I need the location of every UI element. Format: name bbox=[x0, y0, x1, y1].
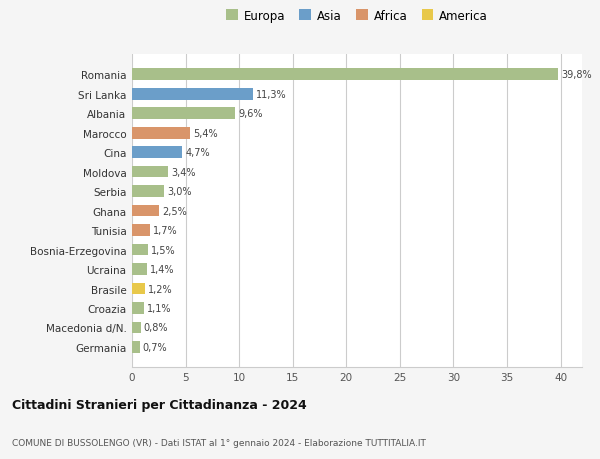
Bar bbox=[132, 69, 559, 81]
Bar bbox=[132, 283, 145, 295]
Legend: Europa, Asia, Africa, America: Europa, Asia, Africa, America bbox=[221, 5, 493, 27]
Text: 0,7%: 0,7% bbox=[143, 342, 167, 352]
Text: 1,4%: 1,4% bbox=[150, 264, 175, 274]
Bar bbox=[132, 225, 150, 236]
Bar bbox=[132, 167, 169, 178]
Bar bbox=[132, 263, 147, 275]
Text: 5,4%: 5,4% bbox=[193, 129, 218, 139]
Bar bbox=[132, 244, 148, 256]
Text: 4,7%: 4,7% bbox=[185, 148, 210, 158]
Bar bbox=[132, 89, 253, 101]
Text: 2,5%: 2,5% bbox=[162, 206, 187, 216]
Bar bbox=[132, 147, 182, 159]
Bar bbox=[132, 322, 140, 334]
Text: 39,8%: 39,8% bbox=[562, 70, 592, 80]
Text: 1,1%: 1,1% bbox=[147, 303, 172, 313]
Bar bbox=[132, 108, 235, 120]
Bar bbox=[132, 205, 159, 217]
Bar bbox=[132, 302, 144, 314]
Text: 3,0%: 3,0% bbox=[167, 187, 192, 197]
Bar bbox=[132, 128, 190, 139]
Text: 1,5%: 1,5% bbox=[151, 245, 176, 255]
Bar bbox=[132, 341, 139, 353]
Text: COMUNE DI BUSSOLENGO (VR) - Dati ISTAT al 1° gennaio 2024 - Elaborazione TUTTITA: COMUNE DI BUSSOLENGO (VR) - Dati ISTAT a… bbox=[12, 438, 426, 447]
Text: 9,6%: 9,6% bbox=[238, 109, 263, 119]
Text: 0,8%: 0,8% bbox=[144, 323, 168, 333]
Text: 1,7%: 1,7% bbox=[154, 225, 178, 235]
Text: 1,2%: 1,2% bbox=[148, 284, 173, 294]
Bar bbox=[132, 186, 164, 197]
Text: Cittadini Stranieri per Cittadinanza - 2024: Cittadini Stranieri per Cittadinanza - 2… bbox=[12, 398, 307, 412]
Text: 11,3%: 11,3% bbox=[256, 90, 287, 100]
Text: 3,4%: 3,4% bbox=[172, 167, 196, 177]
